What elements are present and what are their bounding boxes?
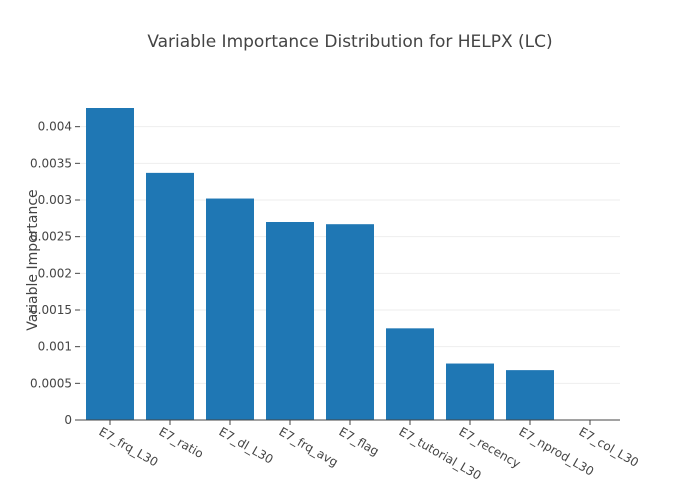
y-axis-label: Variable Importance bbox=[25, 189, 41, 330]
x-tick-label: E7_frq_L30 bbox=[97, 424, 161, 469]
y-tick-label: 0.0035 bbox=[30, 156, 72, 170]
y-tick-label: 0.001 bbox=[38, 340, 72, 354]
bar-E7_dl_L30[interactable] bbox=[206, 198, 254, 420]
bars bbox=[86, 108, 554, 420]
y-tick-label: 0.003 bbox=[38, 193, 72, 207]
bar-E7_tutorial_L30[interactable] bbox=[386, 328, 434, 420]
x-tick-label: E7_flag bbox=[337, 424, 382, 458]
bar-E7_flag[interactable] bbox=[326, 224, 374, 420]
bar-E7_ratio[interactable] bbox=[146, 172, 194, 420]
y-tick-label: 0.0015 bbox=[30, 303, 72, 317]
x-tick-label: E7_dl_L30 bbox=[217, 424, 276, 466]
y-tick-label: 0 bbox=[64, 413, 72, 427]
bar-E7_recency[interactable] bbox=[446, 363, 494, 420]
chart-title: Variable Importance Distribution for HEL… bbox=[147, 32, 553, 52]
bar-E7_frq_avg[interactable] bbox=[266, 222, 314, 420]
y-tick-label: 0.004 bbox=[38, 120, 72, 134]
y-tick-label: 0.002 bbox=[38, 266, 72, 280]
x-tick-label: E7_frq_avg bbox=[277, 424, 341, 469]
y-tick-label: 0.0025 bbox=[30, 230, 72, 244]
bar-E7_nprod_L30[interactable] bbox=[506, 370, 554, 420]
bar-E7_frq_L30[interactable] bbox=[86, 108, 134, 420]
x-tick-label: E7_ratio bbox=[157, 424, 206, 461]
y-tick-label: 0.0005 bbox=[30, 376, 72, 390]
